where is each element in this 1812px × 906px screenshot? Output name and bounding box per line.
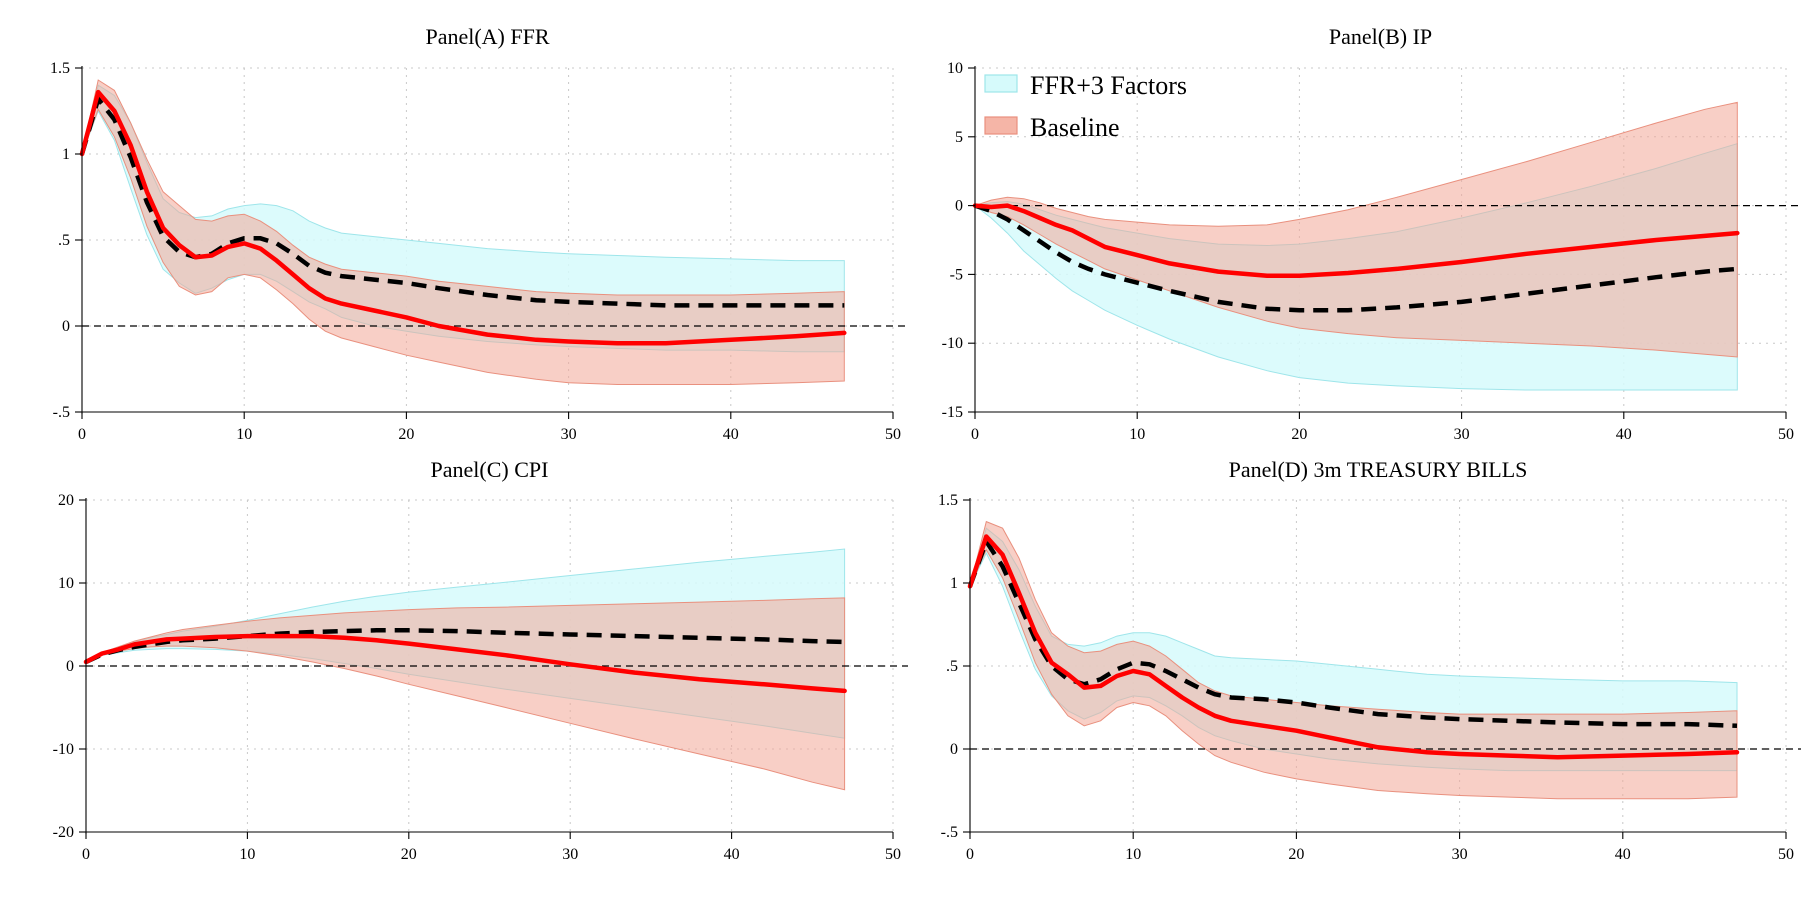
- x-tick-label: 10: [236, 426, 252, 443]
- legend-swatch-baseline: [984, 116, 1018, 135]
- y-tick-label: -.5: [941, 824, 958, 841]
- x-tick-label: 0: [966, 846, 974, 863]
- y-tick-label: -15: [942, 404, 963, 421]
- baseline-irf-line: [967, 534, 1740, 760]
- x-tick-label: 50: [885, 846, 901, 863]
- x-tick-label: 10: [239, 846, 255, 863]
- y-tick-label: 1.5: [938, 492, 958, 509]
- x-tick-label: 30: [1454, 426, 1470, 443]
- x-tick-label: 40: [1615, 846, 1631, 863]
- baseline-irf-line: [79, 89, 847, 346]
- x-tick-label: 20: [401, 846, 417, 863]
- x-tick-label: 0: [82, 846, 90, 863]
- x-tick-label: 30: [562, 846, 578, 863]
- y-tick-label: 0: [66, 658, 74, 675]
- legend: FFR+3 Factors Baseline: [984, 71, 1187, 142]
- x-tick-label: 20: [1291, 426, 1307, 443]
- y-tick-label: -20: [53, 824, 74, 841]
- y-tick-label: -.5: [53, 404, 70, 421]
- x-tick-label: 10: [1129, 426, 1145, 443]
- y-tick-label: 20: [58, 492, 74, 509]
- panels: Panel(A) FFR-.50.511.50 10 20 30 40 50Panel(B…: [50, 24, 1801, 863]
- y-tick-label: 1: [62, 146, 70, 163]
- panel-title: Panel(C) CPI: [431, 457, 549, 482]
- y-tick-label: 1.5: [50, 60, 70, 77]
- x-tick-label: 50: [1778, 426, 1794, 443]
- y-tick-label: .5: [946, 658, 958, 675]
- y-tick-label: 0: [955, 198, 963, 215]
- x-tick-label: 20: [1288, 846, 1304, 863]
- baseline-irf-line: [83, 633, 847, 694]
- panel-1: Panel(A) FFR -.5 0 .5 1 1.5 0 10 20 30 40 50: [50, 24, 908, 443]
- panel-title: Panel(D) 3m TREASURY BILLS: [1229, 457, 1528, 482]
- factors-irf-line: [974, 203, 1738, 313]
- baseline-band: [85, 597, 846, 791]
- panel-2: Panel(B) IP -15 -10 -5 0 5 10 0 10 20 30 40 50: [942, 24, 1801, 443]
- panel-title: Panel(A) FFR: [425, 24, 549, 49]
- legend-label-factors: FFR+3 Factors: [1030, 71, 1187, 100]
- legend-label-baseline: Baseline: [1030, 113, 1120, 142]
- y-tick-label: 5: [955, 129, 963, 146]
- y-tick-label: 10: [947, 60, 963, 77]
- baseline-irf-line: [972, 203, 1740, 279]
- y-tick-label: -10: [942, 335, 963, 352]
- x-tick-label: 10: [1125, 846, 1141, 863]
- panel-3: Panel(C) CPI -20 -10 0 10 20 0 10 20 30 40 50: [53, 457, 908, 863]
- y-tick-label: .5: [58, 232, 70, 249]
- legend-swatch-factors: [984, 74, 1018, 93]
- x-tick-label: 30: [561, 426, 577, 443]
- x-tick-label: 40: [1616, 426, 1632, 443]
- y-tick-label: 0: [62, 318, 70, 335]
- x-tick-label: 40: [724, 846, 740, 863]
- panel-title: Panel(B) IP: [1329, 24, 1432, 49]
- panel-4: Panel(D) 3m TREASURY BILLS -.5 0 .5 1 1.5 0 10 2…: [938, 457, 1801, 863]
- y-tick-label: 1: [950, 575, 958, 592]
- factors-irf-line: [85, 628, 845, 664]
- baseline-band: [81, 79, 845, 385]
- x-tick-label: 30: [1452, 846, 1468, 863]
- x-tick-label: 50: [885, 426, 901, 443]
- x-tick-label: 40: [723, 426, 739, 443]
- y-tick-label: 0: [950, 741, 958, 758]
- factors-irf-line: [79, 94, 845, 308]
- y-tick-label: 10: [58, 575, 74, 592]
- y-tick-label: -10: [53, 741, 74, 758]
- x-tick-label: 50: [1778, 846, 1794, 863]
- x-tick-label: 0: [78, 426, 86, 443]
- x-tick-label: 20: [398, 426, 414, 443]
- y-tick-label: -5: [950, 266, 963, 283]
- baseline-band: [973, 101, 1738, 358]
- factors-irf-line: [967, 536, 1738, 729]
- x-tick-label: 0: [971, 426, 979, 443]
